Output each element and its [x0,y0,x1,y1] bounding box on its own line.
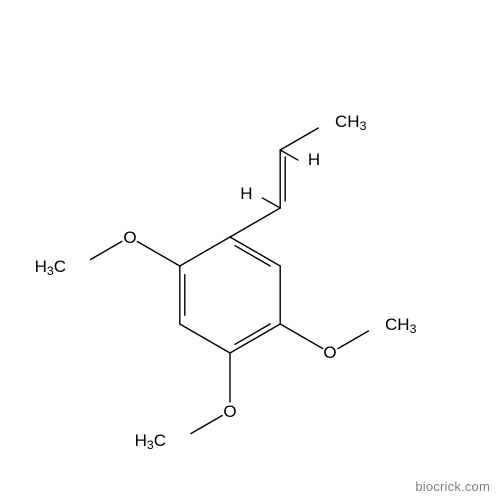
svg-text:H3C: H3C [35,257,66,278]
svg-text:O: O [323,343,336,362]
svg-text:H: H [240,184,252,203]
svg-text:O: O [123,228,136,247]
svg-text:H3C: H3C [135,431,166,452]
bond-group [91,128,369,433]
watermark-text: biocrick.com [415,479,490,494]
svg-text:O: O [223,402,236,421]
atom-labels: O O O H3C H3C CH3 CH3 H H [35,112,417,452]
molecule-canvas: O O O H3C H3C CH3 CH3 H H biocrick.com [0,0,500,500]
svg-text:H: H [308,150,320,169]
svg-text:CH3: CH3 [335,112,367,133]
svg-text:CH3: CH3 [385,315,417,336]
molecule-svg: O O O H3C H3C CH3 CH3 H H [0,0,500,500]
